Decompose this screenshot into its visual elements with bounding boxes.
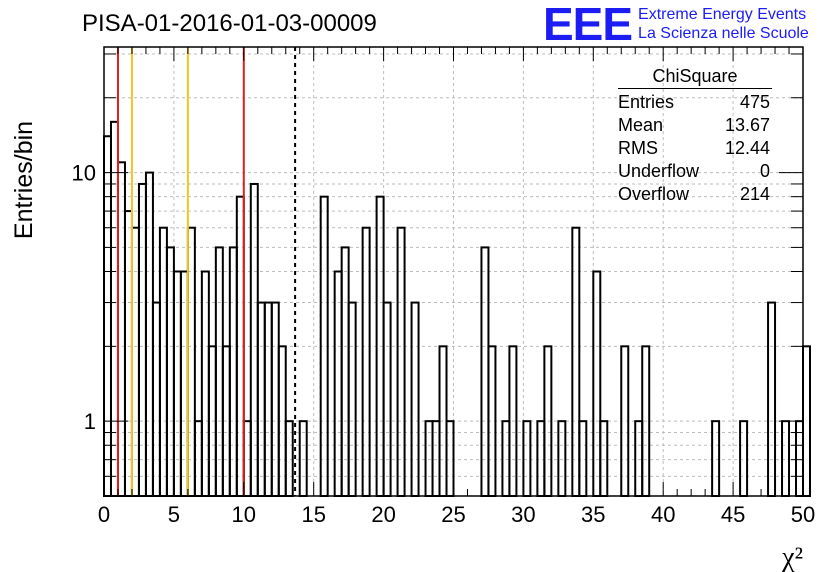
- histogram-bar: [103, 135, 112, 497]
- histogram-bar: [480, 246, 490, 497]
- histogram-bar: [130, 226, 140, 497]
- histogram-bar: [179, 270, 189, 497]
- eee-logo: EEE Extreme Energy Events La Scienza nel…: [543, 0, 809, 50]
- histogram-bar: [340, 246, 350, 497]
- histogram-bar: [158, 226, 168, 497]
- stats-label: Overflow: [618, 184, 690, 204]
- stats-label: Mean: [618, 115, 664, 135]
- histogram-bar: [186, 226, 196, 497]
- stats-value: 13.67: [724, 115, 770, 135]
- histogram-bar: [165, 246, 175, 497]
- histogram-bar: [172, 270, 182, 497]
- histogram-bar: [410, 301, 420, 497]
- x-tick-label: 5: [168, 502, 180, 527]
- x-tick-label: 50: [791, 502, 815, 527]
- x-tick-label: 10: [232, 502, 256, 527]
- histogram-bar: [592, 270, 602, 497]
- stats-label: RMS: [618, 138, 658, 158]
- histogram-bar: [256, 301, 266, 497]
- histogram-bar: [123, 210, 133, 497]
- histogram-bar: [802, 345, 811, 498]
- x-tick-labels: 0 5 10 15 20 25 30 35 40 45 50: [98, 502, 815, 527]
- y-tick-labels: 1 10: [72, 161, 96, 435]
- y-tick-label: 10: [72, 161, 96, 186]
- stats-row-mean: Mean 13.67: [612, 114, 778, 137]
- eee-logo-text: Extreme Energy Events La Scienza nelle S…: [638, 5, 809, 43]
- stats-value: 12.44: [724, 138, 770, 158]
- stats-value: 214: [739, 184, 770, 204]
- stats-value: 475: [739, 92, 770, 112]
- histogram-bar: [382, 301, 392, 497]
- stats-label: Entries: [618, 92, 675, 112]
- stats-row-rms: RMS 12.44: [612, 137, 778, 160]
- logo-line-2: La Scienza nelle Scuole: [638, 25, 809, 42]
- histogram-bar: [396, 226, 406, 497]
- histogram-bar: [137, 182, 147, 497]
- x-tick-label: 40: [651, 502, 675, 527]
- histogram-bar: [263, 301, 273, 497]
- stats-label: Underflow: [618, 161, 700, 181]
- histogram-bar: [109, 120, 119, 497]
- stats-row-entries: Entries 475: [612, 91, 778, 114]
- logo-line-1: Extreme Energy Events: [638, 6, 807, 23]
- histogram-bar: [151, 301, 161, 497]
- eee-logo-mark: EEE: [543, 0, 633, 50]
- x-tick-label: 25: [441, 502, 465, 527]
- x-tick-label: 20: [371, 502, 395, 527]
- stats-value: 0: [759, 161, 770, 181]
- histogram-bar: [249, 182, 259, 497]
- x-tick-label: 15: [301, 502, 325, 527]
- histogram-bar: [144, 171, 154, 497]
- histogram-bar: [214, 246, 224, 497]
- axis-ticks: [103, 47, 804, 497]
- histogram-bar: [270, 301, 280, 497]
- histogram-bar: [571, 226, 581, 497]
- stats-box: ChiSquare Entries 475 Mean 13.67 RMS 12.…: [612, 66, 778, 206]
- x-axis-label: χ²: [781, 542, 803, 572]
- x-tick-label: 30: [511, 502, 535, 527]
- stats-row-overflow: Overflow 214: [612, 183, 778, 206]
- histogram-bar: [116, 161, 126, 498]
- histogram-bar: [347, 301, 357, 497]
- x-tick-label: 0: [98, 502, 110, 527]
- x-tick-label: 35: [581, 502, 605, 527]
- stats-title: ChiSquare: [618, 66, 772, 89]
- chart-title: PISA-01-2016-01-03-00009: [82, 10, 377, 37]
- histogram-bar: [228, 246, 238, 497]
- y-tick-label: 1: [84, 409, 96, 434]
- histogram-bar: [200, 270, 210, 497]
- histogram-bar: [333, 270, 343, 497]
- stats-row-underflow: Underflow 0: [612, 160, 778, 183]
- x-tick-label: 45: [721, 502, 745, 527]
- y-axis-label: Entries/bin: [10, 121, 38, 239]
- histogram-bar: [361, 226, 371, 497]
- histogram-bar: [767, 301, 777, 497]
